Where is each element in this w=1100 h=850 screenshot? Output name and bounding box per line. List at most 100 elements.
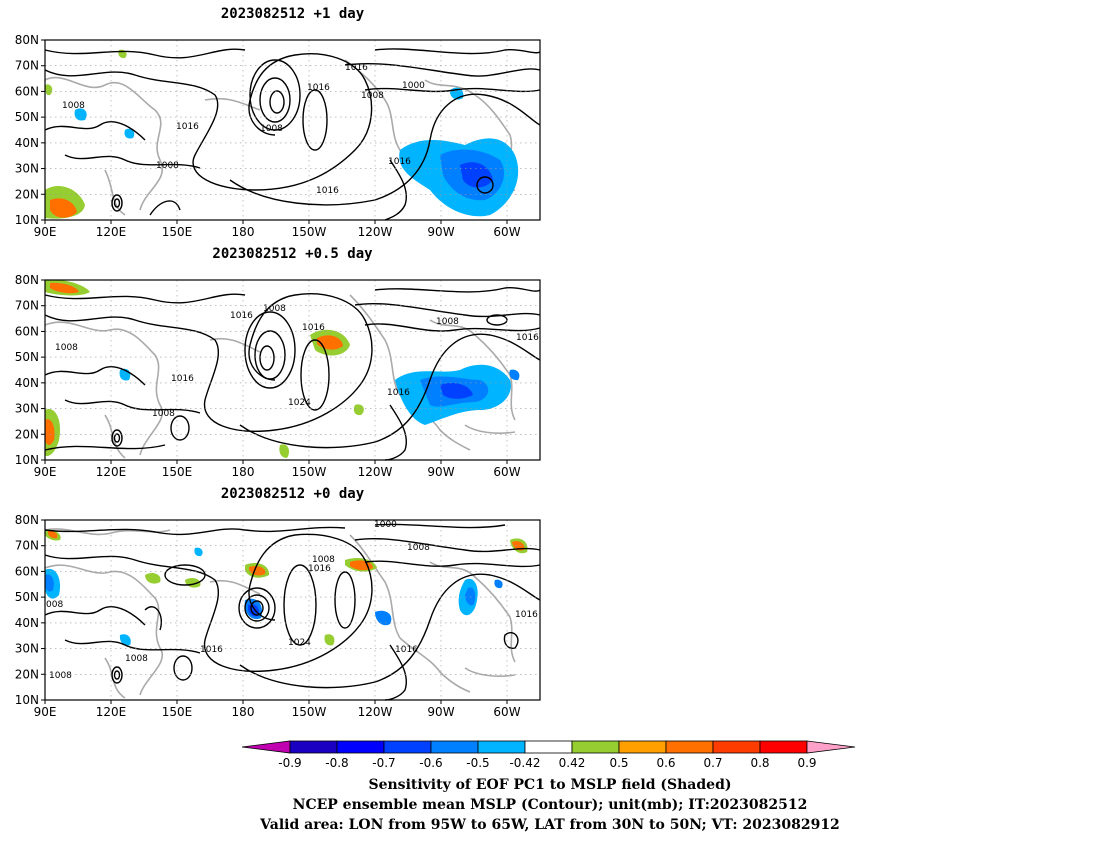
map-panel-plus-0.5-day: 1008 1016 1016 1008 1016 1008 1016 1016 … [15,273,541,479]
contour-label: 1016 [302,323,325,333]
contour-label: 1016 [307,83,330,93]
contour-labels: 1008 1016 1016 1008 1016 1008 1016 1016 … [55,304,539,419]
colorbar-segment [618,740,667,754]
contour-label: 1008 [55,343,78,353]
contour-label: 1016 [387,388,410,398]
colorbar-label: -0.42 [509,756,540,770]
colorbar-segment [524,740,573,754]
panel-2-title: 2023082512 +0.5 day [212,246,373,262]
lon-tick-label: 150E [162,225,193,239]
lon-tick-label: 120W [358,225,393,239]
contour-labels: 1016 1008 1016 1008 1000 1008 1016 1016 … [62,63,425,196]
lon-tick-label: 60W [493,225,520,239]
contour-label: 1000 [402,81,425,91]
contour-label: 1008 [312,555,335,565]
lon-tick-label: 60W [493,465,520,479]
lat-tick-label: 60N [15,324,39,338]
lat-tick-label: 40N [15,616,39,630]
lon-tick-label: 150E [162,705,193,719]
lat-tick-label: 80N [15,513,39,527]
colorbar: -0.9 -0.8 -0.7 -0.6 -0.5 -0.42 0.42 0.5 0.6 0.7 0.… [241,740,856,770]
lon-tick-label: 120W [358,465,393,479]
contour-label: 008 [46,600,63,610]
colorbar-segment [336,740,385,754]
colorbar-segment [383,740,432,754]
lon-tick-label: 90E [34,465,57,479]
lat-tick-label: 10N [15,453,39,467]
lon-tick-label: 90W [427,225,454,239]
colorbar-label: 0.9 [797,756,816,770]
lat-tick-label: 50N [15,110,39,124]
colorbar-label: 0.7 [703,756,722,770]
caption-line-3: Valid area: LON from 95W to 65W, LAT fro… [260,817,840,833]
lat-tick-label: 30N [15,642,39,656]
lat-tick-label: 10N [15,693,39,707]
map-panel-plus-1-day: 1016 1008 1016 1008 1000 1008 1016 1016 … [15,33,541,239]
contour-label: 1016 [171,374,194,384]
colorbar-segment [759,740,808,754]
colorbar-segment [430,740,479,754]
map-panels: 1016 1008 1016 1008 1000 1008 1016 1016 … [15,33,541,719]
lat-tick-label: 20N [15,187,39,201]
contour-label: 1008 [260,124,283,134]
lat-tick-label: 10N [15,213,39,227]
contour-label: 1016 [316,186,339,196]
contour-label: 1024 [288,638,311,648]
colorbar-label: 0.42 [559,756,586,770]
lat-tick-label: 80N [15,33,39,47]
panel-1-title: 2023082512 +1 day [220,6,365,22]
contour-label: 1016 [176,122,199,132]
contour-label: 1008 [62,101,85,111]
colorbar-label: -0.7 [372,756,395,770]
contour-label: 1016 [308,564,331,574]
mslp-contours [44,48,541,221]
lon-tick-label: 150E [162,465,193,479]
lat-tick-label: 40N [15,136,39,150]
contour-label: 1016 [516,333,539,343]
contour-label: 1008 [263,304,286,314]
contour-label: 1000 [374,520,397,530]
lon-tick-label: 90E [34,225,57,239]
lat-tick-label: 80N [15,273,39,287]
lon-tick-label: 150W [292,225,327,239]
mslp-contours [44,523,541,701]
colorbar-high-extend [806,740,856,754]
map-panel-plus-0-day: 1000 1008 1008 1016 1016 1024 1016 1008 … [15,513,541,719]
contour-label: 1008 [49,671,72,681]
panel-3-title: 2023082512 +0 day [220,486,365,502]
colorbar-label: -0.5 [466,756,489,770]
coastlines [44,294,516,459]
contour-label: 1016 [200,645,223,655]
lat-tick-label: 70N [15,539,39,553]
colorbar-segment [477,740,526,754]
lat-tick-label: 40N [15,376,39,390]
colorbar-label: -0.6 [419,756,442,770]
lon-tick-label: 180 [232,225,255,239]
contour-label: 1008 [436,317,459,327]
lon-tick-label: 150W [292,465,327,479]
colorbar-segment [289,740,338,754]
caption-line-2: NCEP ensemble mean MSLP (Contour); unit(… [292,797,808,813]
colorbar-segment [712,740,761,754]
contour-label: 1008 [125,654,148,664]
colorbar-segment [665,740,714,754]
contour-label: 1016 [230,311,253,321]
contour-label: 1008 [361,91,384,101]
lat-tick-label: 30N [15,402,39,416]
lon-tick-label: 90W [427,465,454,479]
map-frame [44,519,541,701]
colorbar-segment [571,740,620,754]
lon-tick-label: 120E [96,465,127,479]
lon-tick-label: 60W [493,705,520,719]
map-frame [44,279,541,461]
lat-tick-label: 30N [15,162,39,176]
lat-tick-label: 60N [15,564,39,578]
contour-label: 1008 [407,543,430,553]
lat-tick-label: 20N [15,427,39,441]
lat-tick-label: 70N [15,299,39,313]
contour-label: 1016 [395,645,418,655]
colorbar-label: -0.8 [325,756,348,770]
contour-label: 1016 [388,157,411,167]
